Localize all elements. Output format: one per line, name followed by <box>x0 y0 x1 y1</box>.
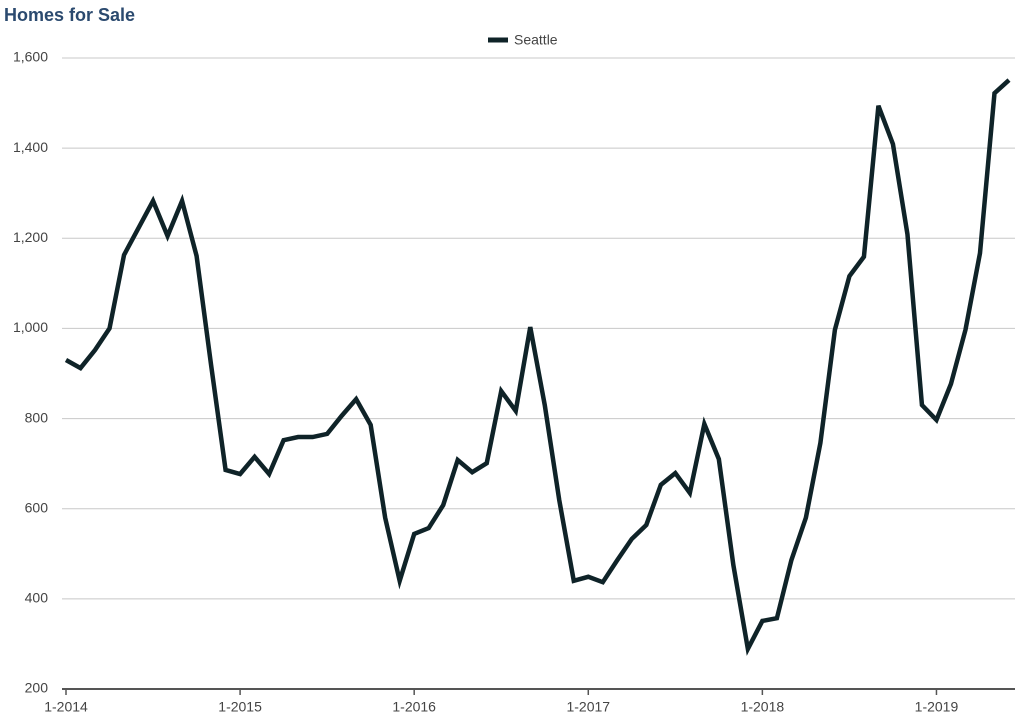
y-tick-label: 1,200 <box>13 229 48 245</box>
x-tick-label: 1-2018 <box>741 699 785 715</box>
x-tick-label: 1-2015 <box>218 699 262 715</box>
x-tick-label: 1-2016 <box>392 699 436 715</box>
chart-title: Homes for Sale <box>4 5 135 25</box>
legend-label: Seattle <box>514 32 558 48</box>
y-tick-label: 1,600 <box>13 49 48 65</box>
y-tick-label: 800 <box>25 409 49 425</box>
y-tick-label: 400 <box>25 590 49 606</box>
y-tick-label: 1,400 <box>13 139 48 155</box>
y-tick-label: 600 <box>25 499 49 515</box>
series-line <box>64 78 1011 656</box>
x-tick-label: 1-2019 <box>915 699 959 715</box>
x-tick-label: 1-2014 <box>44 699 88 715</box>
y-tick-label: 1,000 <box>13 319 48 335</box>
y-tick-label: 200 <box>25 680 49 696</box>
x-tick-label: 1-2017 <box>566 699 610 715</box>
